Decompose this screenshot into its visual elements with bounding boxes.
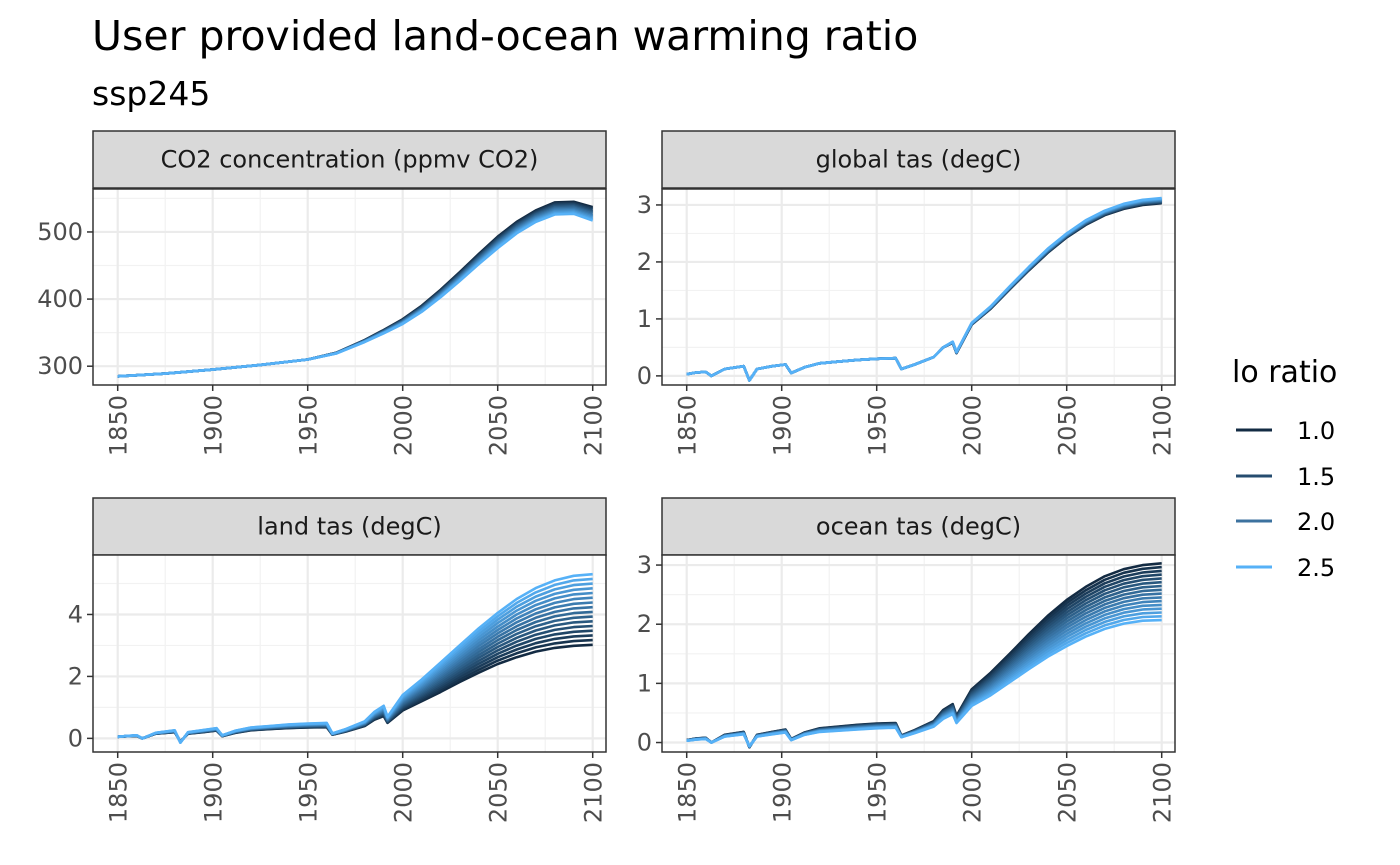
legend-item: 1.5 bbox=[1236, 463, 1335, 491]
x-tick-label: 2050 bbox=[485, 395, 513, 456]
x-tick-label: 2000 bbox=[959, 762, 987, 823]
legend-label: 2.5 bbox=[1297, 554, 1335, 582]
x-tick-label: 2100 bbox=[580, 762, 608, 823]
facet-strip-label: global tas (degC) bbox=[816, 146, 1022, 174]
x-tick-label: 2100 bbox=[1149, 762, 1177, 823]
panel-border bbox=[92, 188, 607, 386]
x-tick-label: 1950 bbox=[295, 762, 323, 823]
x-tick-label: 1900 bbox=[200, 762, 228, 823]
y-tick-label: 500 bbox=[37, 218, 83, 246]
x-tick-label: 1950 bbox=[295, 395, 323, 456]
y-tick-label: 0 bbox=[637, 362, 652, 390]
minor-gridlines bbox=[662, 189, 1175, 385]
facet-strip-label: ocean tas (degC) bbox=[816, 513, 1021, 541]
x-axis: 1850 1900 1950 2000 2050 2100 bbox=[105, 385, 608, 456]
x-tick-label: 2000 bbox=[959, 395, 987, 456]
legend: lo ratio 1.0 1.5 2.0 2.5 bbox=[1232, 355, 1337, 582]
y-axis: 0 1 2 3 bbox=[637, 191, 662, 390]
x-tick-label: 1850 bbox=[105, 395, 133, 456]
x-tick-label: 1850 bbox=[674, 395, 702, 456]
panel-border bbox=[92, 554, 607, 753]
legend-item: 1.0 bbox=[1236, 417, 1335, 445]
legend-item: 2.5 bbox=[1236, 554, 1335, 582]
y-axis: 0 2 4 bbox=[68, 600, 93, 752]
facet-panel-1: CO2 concentration (ppmv CO2) 300 400 500 185… bbox=[37, 130, 608, 456]
x-tick-label: 2100 bbox=[580, 395, 608, 456]
legend-title: lo ratio bbox=[1232, 355, 1337, 390]
series-line-ratio-2.5 bbox=[686, 618, 1162, 748]
x-tick-label: 2050 bbox=[1054, 395, 1082, 456]
facet-strip bbox=[661, 497, 1176, 556]
series-line-ratio-2.5 bbox=[117, 212, 594, 378]
x-tick-label: 1900 bbox=[200, 395, 228, 456]
legend-item: 2.0 bbox=[1236, 508, 1335, 536]
series-lines bbox=[117, 572, 593, 745]
x-axis: 1850 1900 1950 2000 2050 2100 bbox=[674, 385, 1177, 456]
series-line-ratio-2.5 bbox=[117, 572, 593, 745]
y-tick-label: 0 bbox=[637, 729, 652, 757]
series-lines bbox=[686, 562, 1162, 749]
x-tick-label: 2050 bbox=[485, 762, 513, 823]
x-tick-label: 1900 bbox=[769, 762, 797, 823]
legend-label: 2.0 bbox=[1297, 508, 1335, 536]
x-tick-label: 1950 bbox=[864, 395, 892, 456]
x-tick-label: 2000 bbox=[390, 395, 418, 456]
y-tick-label: 3 bbox=[637, 551, 652, 579]
series-lines bbox=[686, 196, 1162, 382]
x-tick-label: 1900 bbox=[769, 395, 797, 456]
major-gridlines bbox=[93, 555, 606, 752]
y-tick-label: 3 bbox=[637, 191, 652, 219]
facet-strip-label: land tas (degC) bbox=[257, 513, 441, 541]
facet-strip bbox=[661, 130, 1176, 189]
panel-border bbox=[661, 554, 1176, 753]
chart-title: User provided land-ocean warming ratio bbox=[92, 12, 918, 60]
y-tick-label: 300 bbox=[37, 352, 83, 380]
x-tick-label: 1850 bbox=[105, 762, 133, 823]
y-tick-label: 1 bbox=[637, 305, 652, 333]
x-tick-label: 2000 bbox=[390, 762, 418, 823]
series-lines bbox=[117, 200, 594, 378]
x-tick-label: 2100 bbox=[1149, 395, 1177, 456]
x-axis: 1850 1900 1950 2000 2050 2100 bbox=[105, 752, 608, 823]
legend-label: 1.5 bbox=[1297, 463, 1335, 491]
y-tick-label: 1 bbox=[637, 669, 652, 697]
y-tick-label: 4 bbox=[68, 600, 83, 628]
minor-gridlines bbox=[662, 555, 1175, 752]
y-tick-label: 400 bbox=[37, 285, 83, 313]
facet-panel-3: land tas (degC) 0 2 4 1850 1900 1950 2000 2050 21… bbox=[68, 497, 608, 823]
facet-strip bbox=[92, 497, 607, 556]
x-axis: 1850 1900 1950 2000 2050 2100 bbox=[674, 752, 1177, 823]
x-tick-label: 1950 bbox=[864, 762, 892, 823]
x-tick-label: 1850 bbox=[674, 762, 702, 823]
facet-panel-4: ocean tas (degC) 0 1 2 3 1850 1900 1950 2000 2050… bbox=[637, 497, 1177, 823]
y-axis: 300 400 500 bbox=[37, 218, 93, 380]
series-line-ratio-2.5 bbox=[686, 196, 1162, 382]
panel-background bbox=[93, 555, 606, 752]
y-tick-label: 2 bbox=[637, 248, 652, 276]
facet-panel-2: global tas (degC) 0 1 2 3 1850 1900 1950 2000 205… bbox=[637, 130, 1177, 456]
legend-items: 1.0 1.5 2.0 2.5 bbox=[1236, 417, 1335, 582]
y-axis: 0 1 2 3 bbox=[637, 551, 662, 757]
facet-strip-label: CO2 concentration (ppmv CO2) bbox=[161, 146, 539, 174]
x-tick-label: 2050 bbox=[1054, 762, 1082, 823]
facet-strip bbox=[92, 130, 607, 189]
major-gridlines bbox=[662, 189, 1175, 385]
panel-border bbox=[661, 188, 1176, 386]
y-tick-label: 2 bbox=[637, 610, 652, 638]
facet-panels: CO2 concentration (ppmv CO2)300400500185… bbox=[37, 130, 1177, 823]
legend-label: 1.0 bbox=[1297, 417, 1335, 445]
y-tick-label: 2 bbox=[68, 662, 83, 690]
y-tick-label: 0 bbox=[68, 724, 83, 752]
minor-gridlines bbox=[93, 189, 606, 385]
chart-subtitle: ssp245 bbox=[92, 74, 210, 113]
